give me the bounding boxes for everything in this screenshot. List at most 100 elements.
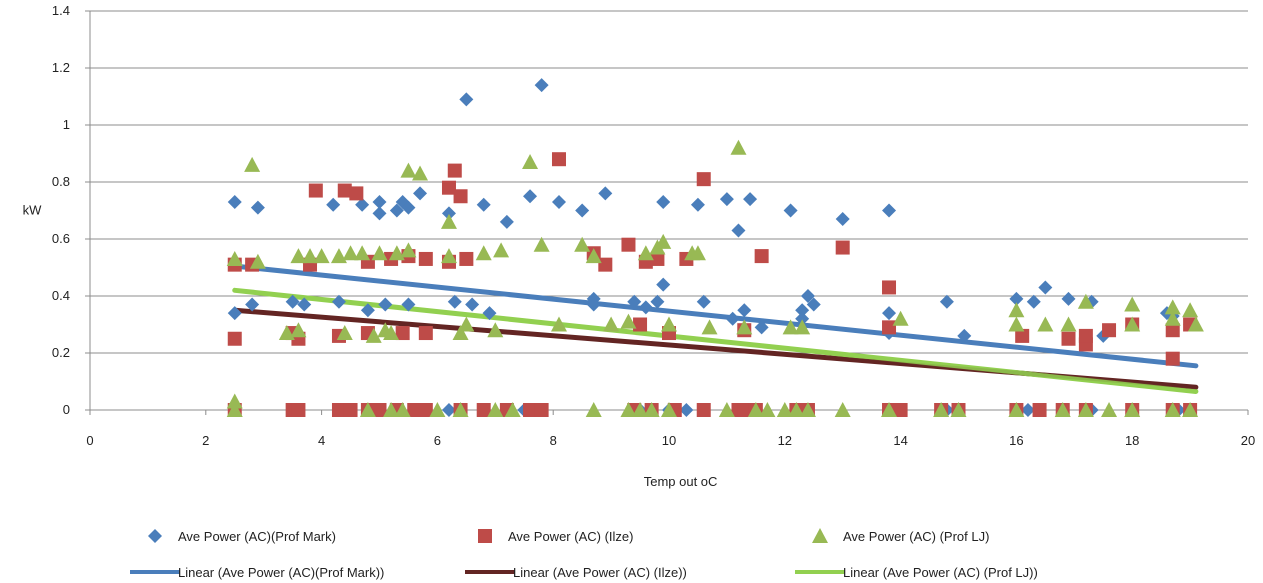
data-point bbox=[656, 277, 671, 292]
data-point bbox=[632, 402, 649, 417]
data-point bbox=[313, 248, 330, 264]
data-point bbox=[285, 294, 300, 309]
data-point bbox=[447, 294, 462, 309]
data-point bbox=[1060, 316, 1077, 332]
data-point bbox=[696, 294, 711, 309]
data-point bbox=[834, 402, 851, 417]
data-point bbox=[1165, 323, 1180, 338]
x-tick-label: 0 bbox=[86, 433, 93, 448]
data-point bbox=[696, 172, 711, 187]
data-point bbox=[372, 194, 387, 209]
data-point bbox=[585, 248, 602, 264]
data-point bbox=[227, 194, 242, 209]
data-point bbox=[226, 393, 243, 409]
data-point bbox=[690, 197, 705, 212]
data-point bbox=[603, 316, 620, 332]
data-point bbox=[643, 402, 660, 417]
x-tick-label: 4 bbox=[318, 433, 325, 448]
data-point bbox=[1182, 402, 1199, 417]
data-point bbox=[372, 403, 387, 417]
data-point bbox=[331, 403, 346, 417]
data-point bbox=[499, 214, 514, 229]
data-point bbox=[933, 402, 950, 417]
data-point bbox=[330, 248, 347, 264]
data-point bbox=[957, 328, 972, 343]
y-tick-label: 1.2 bbox=[52, 60, 70, 75]
y-axis-label: kW bbox=[23, 203, 43, 218]
data-point bbox=[1020, 403, 1035, 417]
data-point bbox=[794, 319, 811, 335]
data-point bbox=[360, 303, 375, 318]
y-tick-label: 0 bbox=[63, 402, 70, 417]
data-point bbox=[412, 165, 429, 181]
data-point bbox=[355, 197, 370, 212]
data-point bbox=[620, 313, 637, 329]
data-point bbox=[586, 291, 601, 306]
data-point bbox=[394, 402, 411, 417]
data-point bbox=[627, 294, 642, 309]
data-point bbox=[637, 245, 654, 261]
data-point bbox=[302, 248, 319, 264]
data-point bbox=[620, 402, 637, 417]
data-point bbox=[533, 236, 550, 252]
data-point bbox=[633, 317, 648, 332]
data-point bbox=[458, 316, 475, 332]
data-point bbox=[1061, 331, 1076, 346]
data-point bbox=[418, 251, 433, 266]
data-point bbox=[395, 326, 410, 341]
data-point bbox=[893, 403, 908, 417]
data-point bbox=[892, 310, 909, 326]
data-point bbox=[1102, 323, 1117, 338]
data-point bbox=[1032, 403, 1047, 417]
data-point bbox=[754, 320, 769, 335]
x-tick-label: 10 bbox=[662, 433, 676, 448]
data-point bbox=[1061, 291, 1076, 306]
data-point bbox=[1008, 302, 1025, 318]
data-point bbox=[1037, 316, 1054, 332]
data-point bbox=[719, 192, 734, 207]
data-point bbox=[487, 402, 504, 417]
data-point bbox=[407, 403, 422, 417]
data-point bbox=[1164, 310, 1181, 326]
data-point bbox=[226, 402, 243, 417]
data-point bbox=[342, 245, 359, 261]
data-point bbox=[290, 248, 307, 264]
data-point bbox=[776, 402, 793, 417]
data-point bbox=[418, 403, 433, 417]
data-point bbox=[1077, 293, 1094, 309]
trendlines bbox=[232, 263, 1199, 394]
data-point bbox=[1015, 328, 1030, 343]
legend-marker bbox=[148, 529, 162, 543]
data-point bbox=[226, 250, 243, 266]
data-point bbox=[383, 325, 400, 341]
data-point bbox=[638, 300, 653, 315]
data-point bbox=[372, 206, 387, 221]
legend-label: Ave Power (AC) (Ilze) bbox=[508, 529, 633, 544]
data-point bbox=[1124, 296, 1141, 312]
data-point bbox=[534, 78, 549, 93]
data-point bbox=[440, 248, 457, 264]
data-point bbox=[401, 297, 416, 312]
data-point bbox=[1182, 302, 1199, 318]
data-point bbox=[939, 294, 954, 309]
data-point bbox=[400, 242, 417, 258]
data-point bbox=[383, 402, 400, 417]
legend: Ave Power (AC)(Prof Mark) Ave Power (AC) … bbox=[130, 528, 1038, 580]
data-point bbox=[337, 183, 352, 198]
data-point bbox=[950, 402, 967, 417]
data-point bbox=[689, 245, 706, 261]
data-point bbox=[799, 402, 816, 417]
legend-label: Ave Power (AC)(Prof Mark) bbox=[178, 529, 336, 544]
x-tick-label: 20 bbox=[1241, 433, 1255, 448]
data-point bbox=[290, 322, 307, 338]
data-point bbox=[476, 403, 491, 417]
data-point bbox=[783, 203, 798, 218]
data-point bbox=[759, 402, 776, 417]
data-point bbox=[453, 189, 468, 204]
legend-label: Linear (Ave Power (AC)(Prof Mark)) bbox=[178, 565, 384, 580]
data-point bbox=[447, 163, 462, 178]
data-point bbox=[343, 403, 358, 417]
data-point bbox=[429, 402, 446, 417]
data-point bbox=[574, 236, 591, 252]
